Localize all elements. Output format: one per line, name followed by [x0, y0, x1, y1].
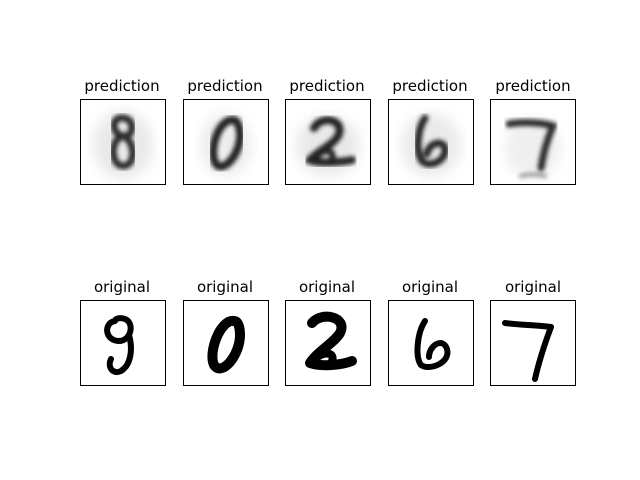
digit-image [93, 111, 153, 179]
original-image-panel [285, 300, 371, 386]
prediction-image-panel [388, 99, 474, 185]
digit-image [414, 318, 451, 370]
panel-title: original [93, 278, 151, 296]
original-image-panel [388, 300, 474, 386]
digit-image [401, 113, 461, 177]
digit-image [207, 316, 245, 374]
original-image-panel [490, 300, 576, 386]
prediction-image-panel [285, 99, 371, 185]
digit-image [296, 116, 360, 176]
original-image-panel [80, 300, 166, 386]
panel-title: original [401, 278, 459, 296]
digit-image [104, 315, 134, 375]
digit-image [305, 311, 357, 371]
original-image-panel [183, 300, 269, 386]
prediction-image-panel [80, 99, 166, 185]
panel-title: prediction [392, 77, 468, 95]
panel-title: original [196, 278, 254, 296]
digit-image [505, 118, 561, 178]
panel-title: original [298, 278, 356, 296]
panel-title: prediction [187, 77, 263, 95]
digit-image [200, 113, 252, 177]
digit-image [502, 320, 554, 382]
prediction-image-panel [183, 99, 269, 185]
panel-title: original [504, 278, 562, 296]
panel-title: prediction [495, 77, 571, 95]
panel-title: prediction [289, 77, 365, 95]
panel-title: prediction [84, 77, 160, 95]
prediction-image-panel [490, 99, 576, 185]
